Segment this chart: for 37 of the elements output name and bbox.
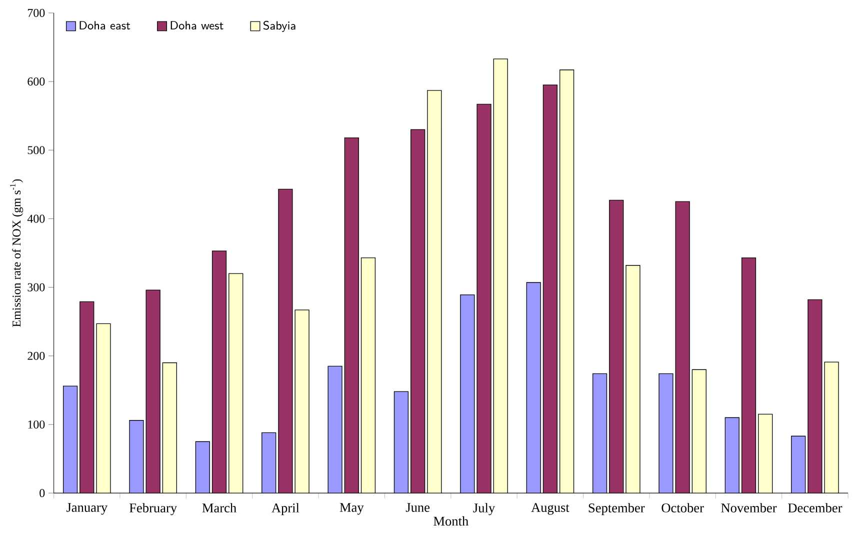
bar: [427, 90, 442, 494]
bar: [626, 265, 640, 494]
bar: [96, 323, 111, 494]
x-tick-label: March: [202, 503, 236, 512]
x-tick-label: October: [662, 503, 704, 512]
bar: [758, 414, 773, 494]
bar: [824, 362, 839, 494]
y-tick-label: 300: [28, 283, 45, 292]
x-tick-label: July: [473, 503, 496, 516]
x-tick-label: November: [721, 503, 777, 512]
y-tick-label: 600: [28, 78, 45, 86]
bar: [162, 362, 177, 494]
x-tick-label: June: [406, 503, 430, 512]
y-tick-label: 500: [28, 146, 45, 154]
y-tick-label: 200: [28, 352, 45, 360]
x-tick-label: April: [272, 503, 300, 516]
x-tick-label: September: [588, 503, 645, 516]
y-tick-label: 100: [28, 420, 45, 429]
y-tick-label: 700: [28, 8, 45, 18]
bar: [294, 310, 310, 494]
legend-label: Doha east: [80, 21, 130, 30]
x-axis-title: Month: [434, 516, 468, 526]
x-tick-label: December: [788, 503, 842, 512]
legend-label: Doha west: [170, 21, 224, 30]
bar: [559, 70, 574, 494]
legend-label: Sabyia: [263, 20, 296, 32]
x-tick-label: August: [531, 503, 570, 515]
x-tick-label: February: [129, 503, 178, 516]
bar: [360, 258, 376, 494]
x-tick-label: May: [340, 503, 364, 515]
y-axis-title: Emission rate of NOX (gm s$^{-1}$): [10, 179, 24, 327]
y-tick-label: 400: [27, 214, 45, 223]
x-tick-label: January: [66, 503, 108, 515]
bar: [493, 58, 508, 494]
y-tick-label: 0: [40, 489, 45, 498]
bar: [228, 273, 244, 494]
bar: [692, 369, 706, 494]
